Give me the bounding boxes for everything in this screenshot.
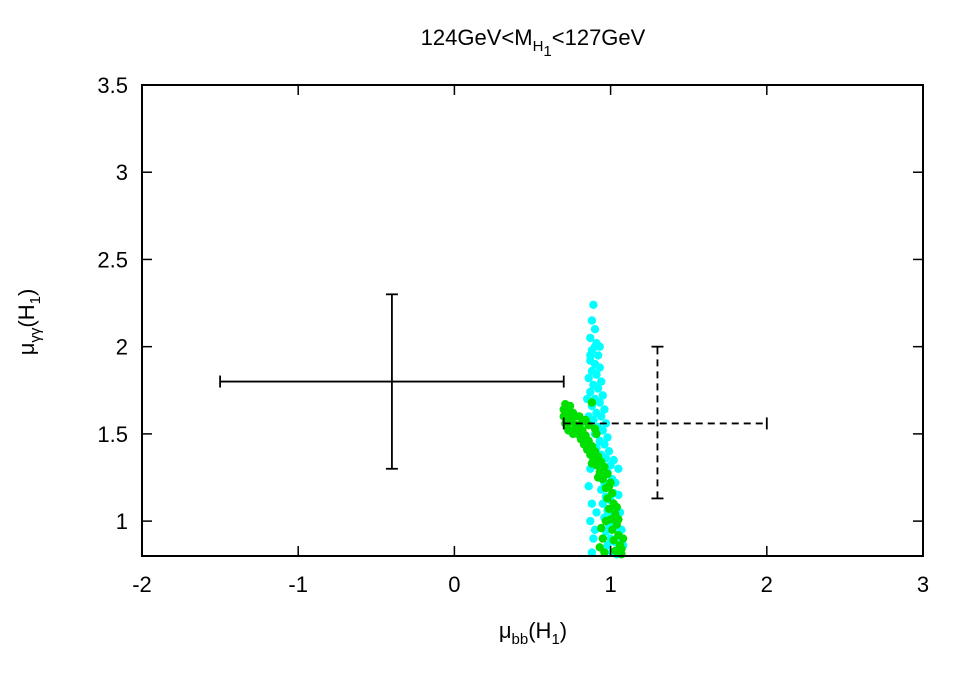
scatter-point-green-57 [587,398,597,407]
scatter-point-green-62 [617,544,626,554]
scatter-point-cyan-68 [589,534,598,543]
scatter-point-cyan-69 [587,548,597,557]
y-tick-label: 2 [116,335,128,360]
ylabel-mu: μ [14,343,39,356]
scatter-point-cyan-6 [593,351,603,360]
x-tick-label: -2 [132,572,152,597]
axis-ticks: -2 -1 0 1 2 3 1 1.5 2 2.5 3 3.5 [97,73,929,597]
scatter-point-green-48 [597,523,606,533]
scatter-point-cyan-16 [586,387,595,397]
scatter-point-cyan-9 [595,363,604,372]
scatter-point-green-33 [603,494,612,503]
y-axis-title: μγγ(H1) [14,289,44,356]
y-tick-label: 3.5 [97,73,128,98]
scatter-point-green-65 [568,429,578,439]
scatter-point-cyan-13 [597,377,606,386]
xlabel-close: ) [560,618,567,643]
title-sub-1: 1 [543,43,551,60]
scatter-point-green-56 [590,424,600,433]
scatter-point-cyan-82 [609,455,618,465]
error-bars [219,293,768,500]
xlabel-mu: μ [499,618,512,643]
plot-frame [141,84,924,557]
xlabel-post: (H [528,618,551,643]
scatter-point-cyan-2 [590,325,600,334]
chart-title: 124GeV<MH1<127GeV [421,25,646,60]
x-tick-label: 2 [761,572,773,597]
y-tick-label: 1 [116,509,128,534]
scatter-point-cyan-31 [600,440,609,449]
scatter-point-cyan-27 [598,426,607,435]
scatter-point-green-35 [604,504,614,514]
xlabel-sub2: 1 [551,631,559,648]
scatter-point-green-68 [575,412,584,421]
scatter-point-cyan-23 [597,412,606,421]
scatter-point-green-61 [618,534,628,543]
ylabel-sub: γγ [27,327,44,343]
error-bar-dashed [562,345,768,500]
scatter-point-green-49 [601,516,611,526]
scatter-point-cyan-60 [603,541,612,550]
svg-text:μγγ(H1): μγγ(H1) [14,289,44,356]
scatter-point-cyan-83 [595,342,604,351]
y-tick-label: 1.5 [97,422,128,447]
scatter-point-cyan-15 [593,384,603,393]
scatter-point-cyan-75 [586,351,595,360]
scatter-point-green-63 [593,473,603,482]
ylabel-sub2: 1 [27,296,44,304]
ylabel-post: (H [14,304,39,327]
scatter-points [559,300,628,559]
error-bar-solid [219,293,565,470]
scatter-point-green-58 [604,482,614,491]
x-tick-label: 1 [604,572,616,597]
scatter-point-green-59 [612,503,621,512]
scatter-point-green-41 [609,536,618,545]
scatter-point-cyan-65 [584,482,593,491]
scatter-point-green-67 [565,407,575,416]
scatter-point-green-60 [614,515,623,524]
scatter-point-green-39 [608,525,617,534]
y-tick-label: 3 [116,160,128,185]
scatter-point-cyan-71 [592,508,601,517]
scatter-point-cyan-19 [595,398,604,407]
scatter-point-green-64 [587,459,597,468]
scatter-point-cyan-17 [598,391,607,400]
scatter-point-cyan-0 [589,300,598,309]
scatter-point-green-47 [600,548,609,557]
scatter-point-green-69 [581,415,590,425]
title-sub-h: H [533,38,544,55]
scatter-point-cyan-12 [584,373,593,383]
scatter-point-cyan-3 [586,333,595,343]
ylabel-close: ) [14,289,39,296]
scatter-point-cyan-81 [614,464,623,473]
scatter-point-cyan-1 [587,316,597,325]
scatter-point-cyan-33 [604,447,614,456]
x-tick-label: 0 [448,572,460,597]
scatter-point-cyan-29 [603,433,612,442]
x-tick-label: 3 [917,572,929,597]
scatter-point-cyan-21 [600,405,609,414]
scatter-point-cyan-66 [587,499,597,508]
scatter-point-cyan-11 [592,370,601,379]
xlabel-sub: bb [512,631,529,648]
x-tick-label: -1 [288,572,308,597]
scatter-point-green-45 [598,534,607,543]
title-post: <127GeV [552,25,646,50]
x-axis-title: μbb(H1) [499,618,567,648]
y-tick-label: 2.5 [97,247,128,272]
scatter-point-cyan-67 [586,516,595,526]
title-pre: 124GeV<M [421,25,533,50]
